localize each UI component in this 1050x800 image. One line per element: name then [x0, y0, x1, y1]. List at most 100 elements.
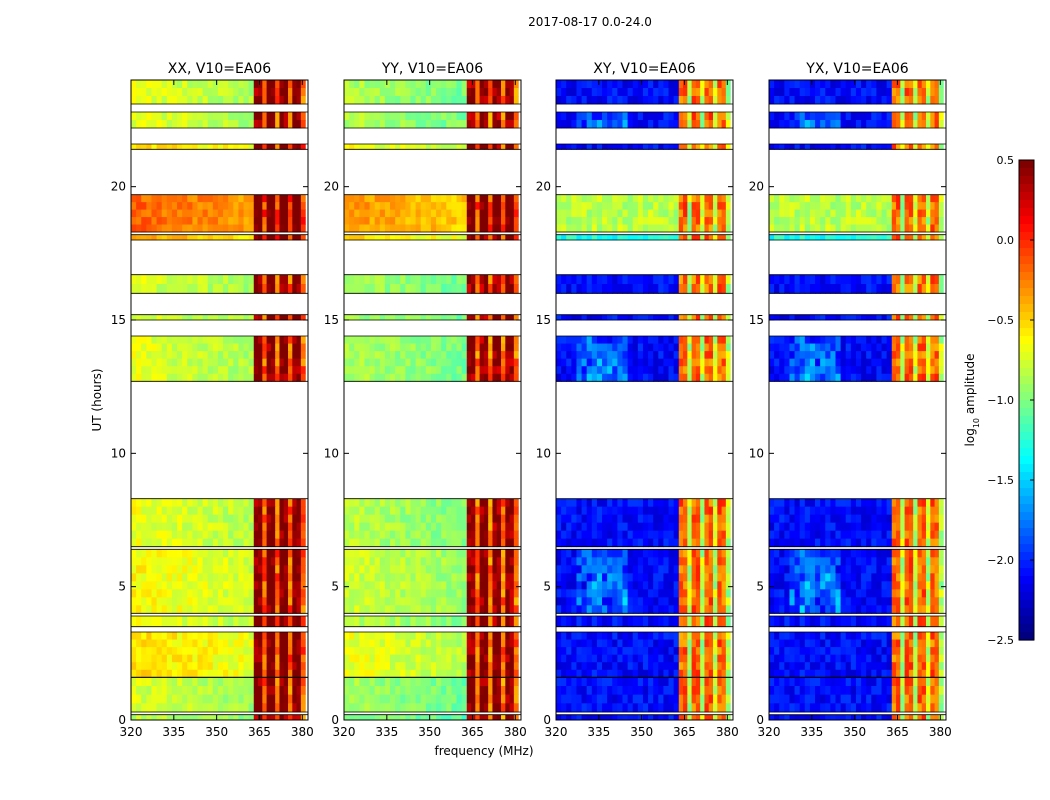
heatmap-cell — [471, 581, 476, 590]
heatmap-cell — [344, 549, 350, 558]
heatmap-cell — [721, 284, 727, 294]
heatmap-cell — [161, 88, 168, 97]
heatmap-cell — [266, 686, 272, 696]
heatmap-cell — [233, 234, 240, 241]
heatmap-cell — [390, 589, 396, 598]
heatmap-cell — [238, 336, 245, 344]
heatmap-cell — [479, 686, 485, 696]
heatmap-cell — [415, 506, 422, 516]
heatmap-cell — [405, 632, 412, 640]
heatmap-cell — [177, 616, 183, 628]
heatmap-cell — [384, 669, 391, 678]
heatmap-cell — [262, 498, 268, 508]
heatmap-cell — [395, 694, 401, 704]
heatmap-cell — [725, 351, 731, 360]
heatmap-cell — [717, 589, 723, 598]
heatmap-cell — [212, 224, 219, 233]
heatmap-cell — [561, 530, 567, 540]
heatmap-cell — [197, 647, 204, 656]
heatmap-cell — [192, 616, 199, 628]
heatmap-cell — [243, 80, 250, 89]
heatmap-cell — [223, 677, 229, 687]
heatmap-cell — [505, 194, 511, 203]
heatmap-cell — [479, 662, 485, 671]
heatmap-cell — [713, 498, 718, 508]
heatmap-cell — [354, 530, 360, 540]
heatmap-cell — [509, 80, 515, 89]
heatmap-cell — [212, 209, 219, 218]
heatmap-cell — [561, 662, 567, 671]
heatmap-cell — [136, 632, 142, 640]
heatmap-cell — [691, 358, 697, 367]
heatmap-cell — [658, 605, 665, 614]
heatmap-cell — [275, 194, 281, 203]
heatmap-cell — [663, 530, 670, 540]
heatmap-cell — [501, 538, 506, 548]
heatmap-cell — [505, 351, 511, 360]
heatmap-cell — [471, 234, 476, 241]
heatmap-cell — [678, 336, 684, 344]
heatmap-cell — [483, 530, 489, 540]
heatmap-cell — [479, 209, 485, 218]
heatmap-cell — [668, 616, 675, 628]
heatmap-cell — [446, 224, 453, 233]
heatmap-cell — [513, 686, 519, 696]
heatmap-cell — [212, 351, 219, 360]
heatmap-cell — [430, 234, 437, 241]
heatmap-cell — [456, 358, 463, 367]
heatmap-cell — [717, 284, 723, 294]
heatmap-cell — [344, 112, 350, 121]
heatmap-cell — [456, 677, 463, 687]
heatmap-cell — [596, 234, 603, 241]
heatmap-cell — [668, 581, 675, 590]
heatmap-cell — [704, 654, 710, 663]
heatmap-cell — [492, 112, 498, 121]
heatmap-cell — [248, 343, 255, 352]
y-tick-label: 0 — [118, 713, 126, 727]
heatmap-cell — [344, 581, 350, 590]
heatmap-cell — [182, 217, 188, 225]
heatmap-cell — [653, 589, 659, 598]
heatmap-cell — [663, 669, 670, 678]
heatmap-cell — [607, 209, 613, 218]
heatmap-cell — [425, 336, 432, 344]
heatmap-cell — [492, 284, 498, 294]
heatmap-cell — [496, 703, 502, 713]
heatmap-cell — [509, 616, 515, 628]
heatmap-cell — [384, 366, 391, 375]
heatmap-cell — [292, 314, 298, 321]
heatmap-cell — [496, 549, 502, 558]
heatmap-cell — [349, 274, 355, 285]
heatmap-cell — [683, 284, 688, 294]
heatmap-cell — [136, 194, 142, 203]
heatmap-cell — [436, 80, 442, 89]
heatmap-cell — [384, 573, 391, 582]
heatmap-cell — [136, 366, 142, 375]
heatmap-cell — [197, 144, 204, 150]
heatmap-cell — [596, 557, 603, 566]
heatmap-cell — [279, 549, 285, 558]
heatmap-cell — [202, 616, 209, 628]
heatmap-cell — [492, 694, 498, 704]
heatmap-cell — [509, 632, 515, 640]
heatmap-cell — [513, 616, 519, 628]
heatmap-cell — [258, 144, 263, 150]
heatmap-cell — [556, 530, 562, 540]
heatmap-cell — [471, 112, 476, 121]
heatmap-cell — [561, 573, 567, 582]
heatmap-cell — [146, 703, 153, 713]
heatmap-cell — [364, 647, 371, 656]
heatmap-cell — [673, 498, 680, 508]
heatmap-cell — [607, 351, 613, 360]
heatmap-cell — [354, 351, 360, 360]
heatmap-cell — [258, 336, 263, 344]
heatmap-cell — [581, 217, 588, 225]
heatmap-cell — [673, 284, 680, 294]
heatmap-cell — [708, 605, 714, 614]
heatmap-cell — [212, 686, 219, 696]
heatmap-cell — [466, 373, 472, 382]
heatmap-cell — [266, 373, 272, 382]
heatmap-cell — [420, 217, 427, 225]
heatmap-cell — [673, 217, 680, 225]
heatmap-cell — [217, 498, 224, 508]
